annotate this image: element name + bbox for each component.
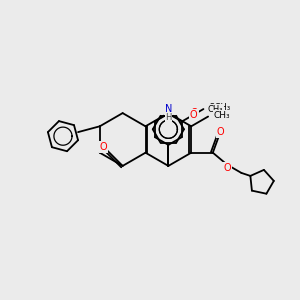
Text: O: O xyxy=(223,163,231,173)
Text: O: O xyxy=(190,110,197,120)
Text: CH₃: CH₃ xyxy=(214,111,230,120)
Text: O: O xyxy=(217,127,224,137)
Text: OCH₃: OCH₃ xyxy=(209,103,231,112)
Text: O: O xyxy=(191,108,199,118)
Text: H: H xyxy=(165,113,172,122)
Text: CH₃: CH₃ xyxy=(208,105,224,113)
Text: N: N xyxy=(165,104,172,115)
Text: O: O xyxy=(100,142,107,152)
